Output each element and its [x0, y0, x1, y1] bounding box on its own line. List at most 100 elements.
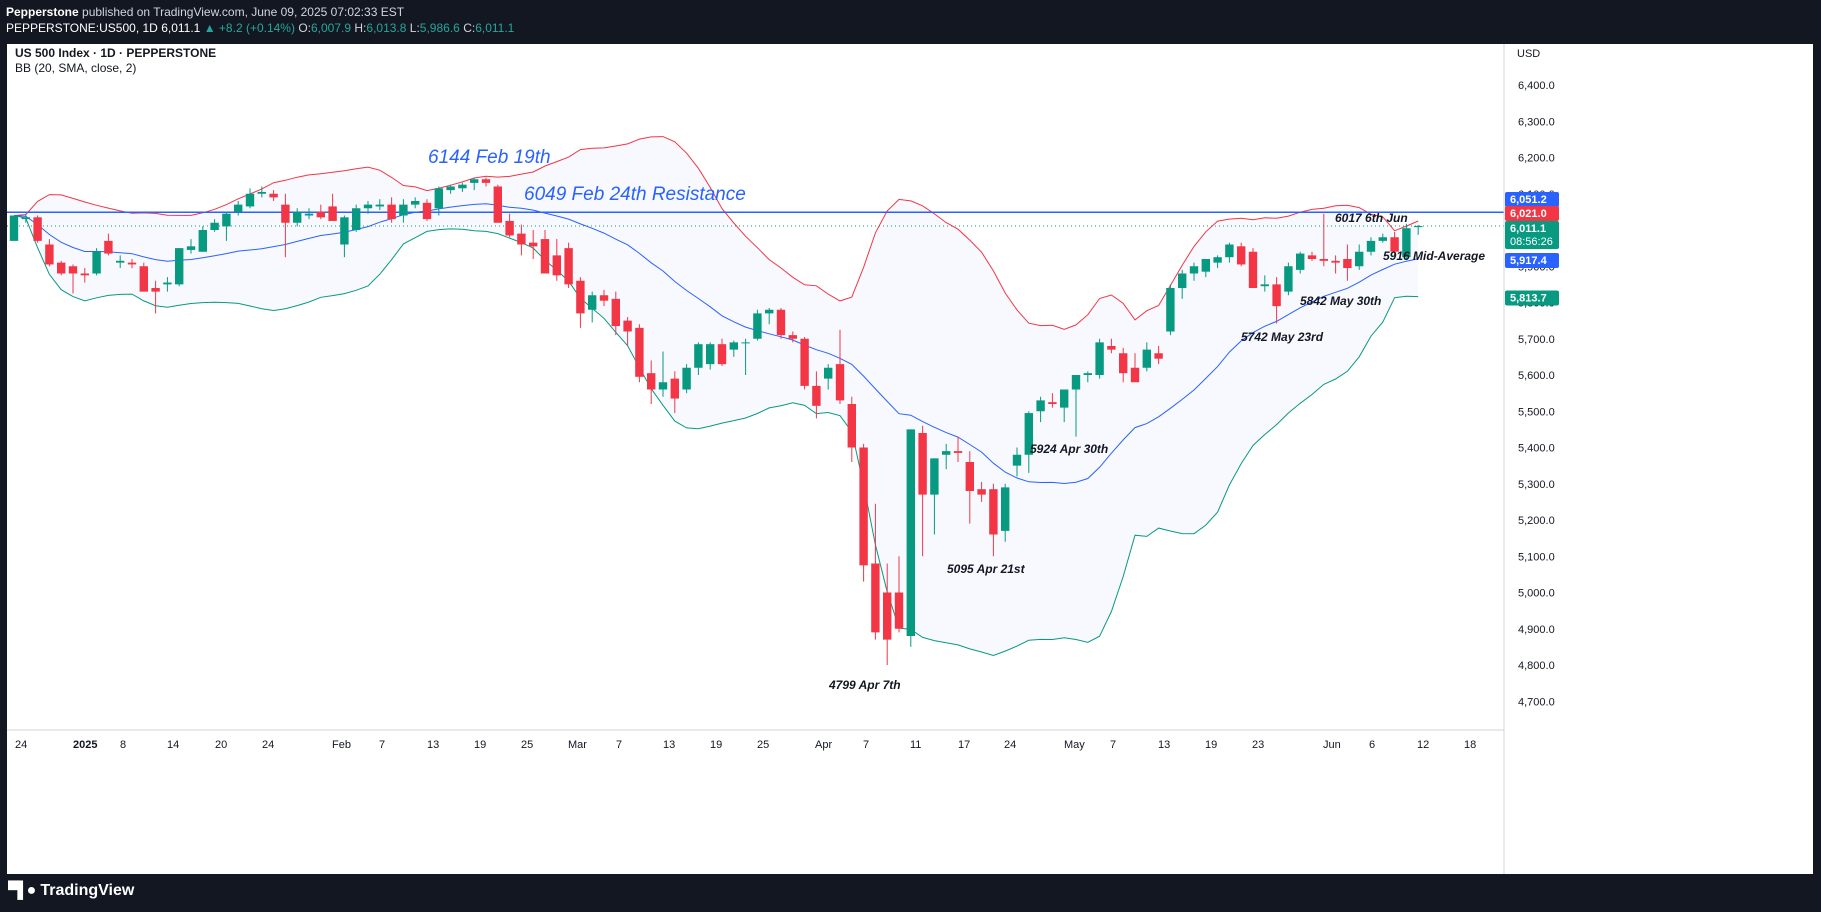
- candle[interactable]: [269, 190, 278, 201]
- price-tag[interactable]: 5,813.7: [1505, 290, 1559, 306]
- candle[interactable]: [163, 277, 172, 292]
- candlestick-chart[interactable]: 6144 Feb 19th 6049 Feb 24th Resistance 601…: [7, 44, 1813, 874]
- candle[interactable]: [1284, 262, 1293, 296]
- candle[interactable]: [1355, 244, 1364, 270]
- candle[interactable]: [304, 208, 314, 220]
- candle[interactable]: [647, 360, 656, 405]
- candle[interactable]: [623, 317, 632, 346]
- candle[interactable]: [576, 277, 585, 328]
- candle[interactable]: [871, 503, 880, 640]
- candle[interactable]: [399, 199, 408, 223]
- candle[interactable]: [387, 197, 396, 223]
- candle[interactable]: [1402, 223, 1411, 259]
- candle[interactable]: [1296, 251, 1305, 274]
- candle[interactable]: [1189, 262, 1199, 281]
- candle[interactable]: [1142, 342, 1151, 372]
- candle[interactable]: [1036, 396, 1045, 423]
- candle[interactable]: [706, 342, 715, 370]
- candle[interactable]: [717, 338, 727, 366]
- candle[interactable]: [222, 211, 231, 241]
- candle[interactable]: [965, 451, 974, 524]
- candle[interactable]: [21, 213, 30, 223]
- candle[interactable]: [1272, 277, 1281, 324]
- candle[interactable]: [9, 215, 19, 241]
- chart-area[interactable]: 6144 Feb 19th 6049 Feb 24th Resistance 601…: [7, 44, 1813, 874]
- annotation-mid-average[interactable]: 5916 Mid-Average: [1383, 249, 1485, 263]
- candle[interactable]: [293, 208, 302, 227]
- candle[interactable]: [340, 215, 349, 258]
- candle[interactable]: [316, 204, 325, 220]
- candle[interactable]: [210, 219, 219, 232]
- candle[interactable]: [257, 186, 266, 198]
- currency-label[interactable]: USD: [1517, 48, 1540, 60]
- candle[interactable]: [127, 259, 137, 269]
- annotation-apr7[interactable]: 4799 Apr 7th: [828, 678, 901, 692]
- candle[interactable]: [422, 199, 432, 221]
- candle[interactable]: [68, 264, 78, 294]
- candle[interactable]: [800, 336, 809, 390]
- candle[interactable]: [529, 230, 538, 259]
- candle[interactable]: [1237, 242, 1246, 267]
- annotation-may23[interactable]: 5742 May 23rd: [1241, 330, 1324, 344]
- candle[interactable]: [989, 483, 998, 557]
- candle[interactable]: [635, 324, 644, 383]
- annotation-feb19[interactable]: 6144 Feb 19th: [428, 147, 551, 168]
- candle[interactable]: [552, 239, 561, 281]
- candle[interactable]: [859, 443, 868, 582]
- candle[interactable]: [1319, 213, 1328, 267]
- candle[interactable]: [151, 280, 160, 314]
- candle[interactable]: [505, 213, 514, 238]
- candle[interactable]: [175, 248, 184, 287]
- candle[interactable]: [824, 364, 833, 390]
- candle[interactable]: [942, 443, 951, 470]
- candle[interactable]: [729, 340, 738, 357]
- candle[interactable]: [1107, 338, 1116, 354]
- candle[interactable]: [104, 233, 113, 256]
- candle[interactable]: [1378, 233, 1387, 243]
- candle[interactable]: [1178, 269, 1187, 299]
- candle[interactable]: [1260, 275, 1269, 292]
- candle[interactable]: [753, 309, 762, 341]
- candle[interactable]: [92, 248, 101, 276]
- annotation-apr21[interactable]: 5095 Apr 21st: [947, 562, 1026, 576]
- candle[interactable]: [234, 201, 243, 216]
- candle[interactable]: [611, 291, 620, 336]
- candle[interactable]: [363, 201, 373, 214]
- candle[interactable]: [1130, 353, 1140, 383]
- candle[interactable]: [918, 425, 927, 557]
- candle[interactable]: [352, 204, 361, 232]
- candle[interactable]: [812, 371, 821, 419]
- price-tag[interactable]: 5,917.4: [1505, 252, 1559, 268]
- candle[interactable]: [788, 331, 797, 343]
- candle[interactable]: [328, 193, 337, 221]
- candle[interactable]: [1060, 389, 1069, 423]
- candle[interactable]: [80, 268, 89, 283]
- legend-indicator[interactable]: BB (20, SMA, close, 2): [15, 61, 136, 75]
- candle[interactable]: [564, 242, 573, 288]
- price-tag[interactable]: 6,011.108:56:26: [1505, 221, 1559, 249]
- candle[interactable]: [458, 182, 467, 192]
- candle[interactable]: [1166, 284, 1175, 336]
- candle[interactable]: [434, 186, 443, 216]
- candle[interactable]: [245, 188, 255, 209]
- candle[interactable]: [1001, 483, 1010, 542]
- candle[interactable]: [411, 197, 420, 209]
- candle[interactable]: [1331, 255, 1340, 274]
- candle[interactable]: [847, 396, 856, 462]
- candle[interactable]: [198, 226, 207, 252]
- candle[interactable]: [540, 230, 550, 274]
- candle[interactable]: [977, 481, 986, 502]
- candle[interactable]: [694, 342, 703, 375]
- candle[interactable]: [1225, 242, 1234, 263]
- candle[interactable]: [1343, 244, 1352, 281]
- legend-title[interactable]: US 500 Index · 1D · PEPPERSTONE: [15, 46, 216, 60]
- candle[interactable]: [953, 436, 963, 462]
- candle[interactable]: [670, 371, 679, 414]
- candle[interactable]: [1048, 393, 1057, 408]
- candle[interactable]: [1307, 251, 1317, 261]
- candle[interactable]: [45, 239, 54, 267]
- candle[interactable]: [741, 338, 750, 375]
- candle[interactable]: [1095, 338, 1104, 379]
- candle[interactable]: [906, 429, 915, 647]
- candle[interactable]: [139, 262, 148, 292]
